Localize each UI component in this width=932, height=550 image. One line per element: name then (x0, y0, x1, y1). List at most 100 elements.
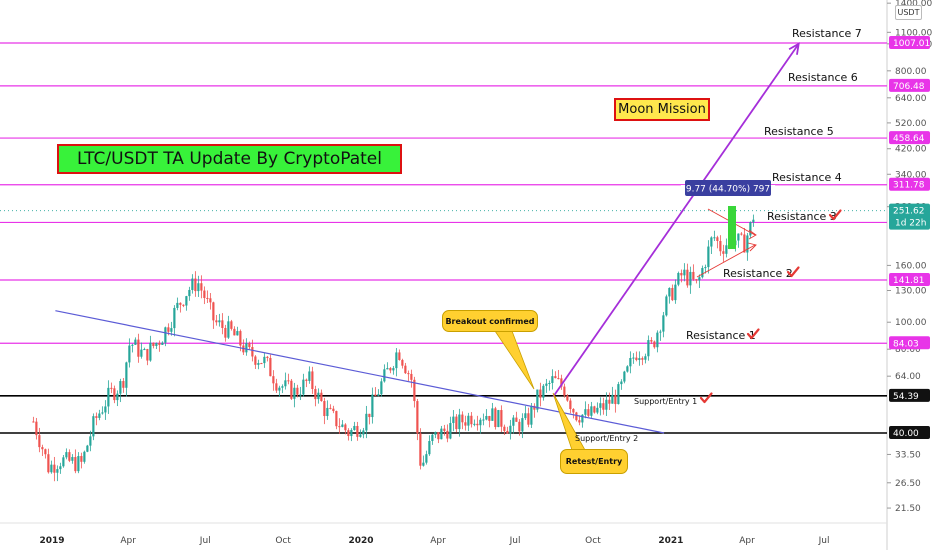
resistance-price-tag: 84.03 (893, 339, 919, 349)
support-label: Support/Entry 2 (575, 434, 638, 443)
candle-body (200, 283, 203, 291)
candle-body (707, 246, 710, 268)
candle-body (416, 401, 419, 434)
candle-body (173, 307, 176, 329)
candle-body (155, 342, 158, 346)
candle-body (722, 251, 725, 254)
candle-body (206, 297, 209, 299)
candle-body (374, 394, 377, 396)
candle-body (434, 432, 437, 435)
candle-body (350, 429, 353, 437)
candle-body (524, 413, 527, 419)
time-axis[interactable]: 2019 Apr Jul Oct 2020 Apr Jul Oct 2021 Apr Jul (39, 536, 829, 546)
resistance-label: Resistance 2 (723, 267, 793, 280)
candle-body (401, 359, 404, 366)
candle-body (290, 380, 293, 399)
candle-body (716, 237, 719, 241)
x-tick-label: Jul (199, 536, 211, 546)
support-price-tag-bg (889, 388, 930, 402)
candlesticks (32, 214, 755, 482)
chart-title: LTC/USDT TA Update By CryptoPatel (57, 144, 402, 174)
resistance-price-tag-bg (889, 78, 930, 92)
y-tick-label: 1400.00 (895, 0, 932, 9)
candle-body (497, 410, 500, 428)
x-tick-label: 2020 (348, 536, 373, 546)
candle-body (656, 332, 659, 348)
x-tick-label: Jul (509, 536, 521, 546)
candle-body (713, 237, 716, 239)
candle-body (209, 298, 212, 303)
price-tags: 1007.01706.48458.64311.78228.31141.8184.… (889, 36, 930, 439)
candle-body (557, 378, 560, 380)
candle-body (56, 469, 59, 473)
candle-body (683, 269, 686, 276)
candle-body (320, 392, 323, 402)
y-tick-label: 26.50 (895, 479, 921, 489)
candle-body (98, 413, 101, 418)
candle-body (503, 426, 506, 431)
candle-body (377, 394, 380, 396)
candle-body (77, 456, 80, 472)
candle-body (536, 389, 539, 410)
candle-body (53, 464, 56, 473)
candle-body (308, 371, 311, 381)
y-tick-label: 130.00 (895, 287, 927, 297)
candle-body (452, 416, 455, 424)
y-tick-label: 33.50 (895, 450, 921, 460)
candle-body (359, 434, 362, 437)
candle-body (752, 219, 755, 223)
candle-body (593, 406, 596, 413)
resistance-price-tag-bg (889, 131, 930, 145)
candle-body (392, 368, 395, 371)
x-tick-label: Jul (818, 536, 830, 546)
candle-body (695, 279, 698, 281)
moon-arrow-head (788, 42, 800, 55)
candle-body (227, 321, 230, 338)
candle-body (647, 340, 650, 357)
moon-mission-label: Moon Mission (614, 98, 710, 121)
price-levels (0, 42, 887, 434)
y-tick-label: 80.00 (895, 345, 921, 355)
resistance-price-tag: 1007.01 (893, 39, 930, 49)
candle-body (317, 392, 320, 400)
y-tick-label: 160.00 (895, 261, 927, 271)
candle-body (512, 417, 515, 426)
currency-label[interactable]: USDT (895, 5, 922, 20)
candle-body (131, 344, 134, 346)
x-tick-label: Oct (585, 536, 601, 546)
candle-body (566, 395, 569, 401)
candle-body (509, 425, 512, 434)
support-label: Support/Entry 1 (634, 397, 697, 406)
candle-body (272, 376, 275, 384)
descending-trendline (55, 310, 665, 434)
support-price-tag: 40.00 (893, 429, 919, 439)
candle-body (389, 368, 392, 371)
candle-body (281, 386, 284, 388)
x-tick-label: Apr (739, 536, 755, 546)
candle-body (344, 424, 347, 431)
candle-body (140, 349, 143, 357)
candle-body (560, 378, 563, 387)
price-axis[interactable]: 1400.001100.001000.00800.00640.00520.004… (887, 0, 932, 514)
resistance-check-icon (746, 328, 760, 340)
y-tick-label: 340.00 (895, 170, 927, 180)
resistance-check-icon (786, 266, 800, 278)
candle-body (641, 358, 644, 360)
candle-body (419, 433, 422, 466)
overlays: 79.77 (44.70%) 7977 Resistance 7 Resistanc… (55, 27, 862, 451)
candle-body (632, 357, 635, 359)
candle-body (563, 386, 566, 396)
candle-body (611, 394, 614, 404)
pattern-arrow-lower (747, 242, 757, 252)
candle-body (530, 405, 533, 425)
candle-body (89, 436, 92, 446)
candle-body (650, 340, 653, 342)
candle-body (35, 421, 38, 436)
candle-body (638, 358, 641, 360)
candle-body (338, 426, 341, 428)
candle-body (743, 234, 746, 253)
candle-body (71, 457, 74, 461)
candle-body (662, 315, 665, 332)
candle-body (101, 412, 104, 414)
candle-body (665, 296, 668, 316)
